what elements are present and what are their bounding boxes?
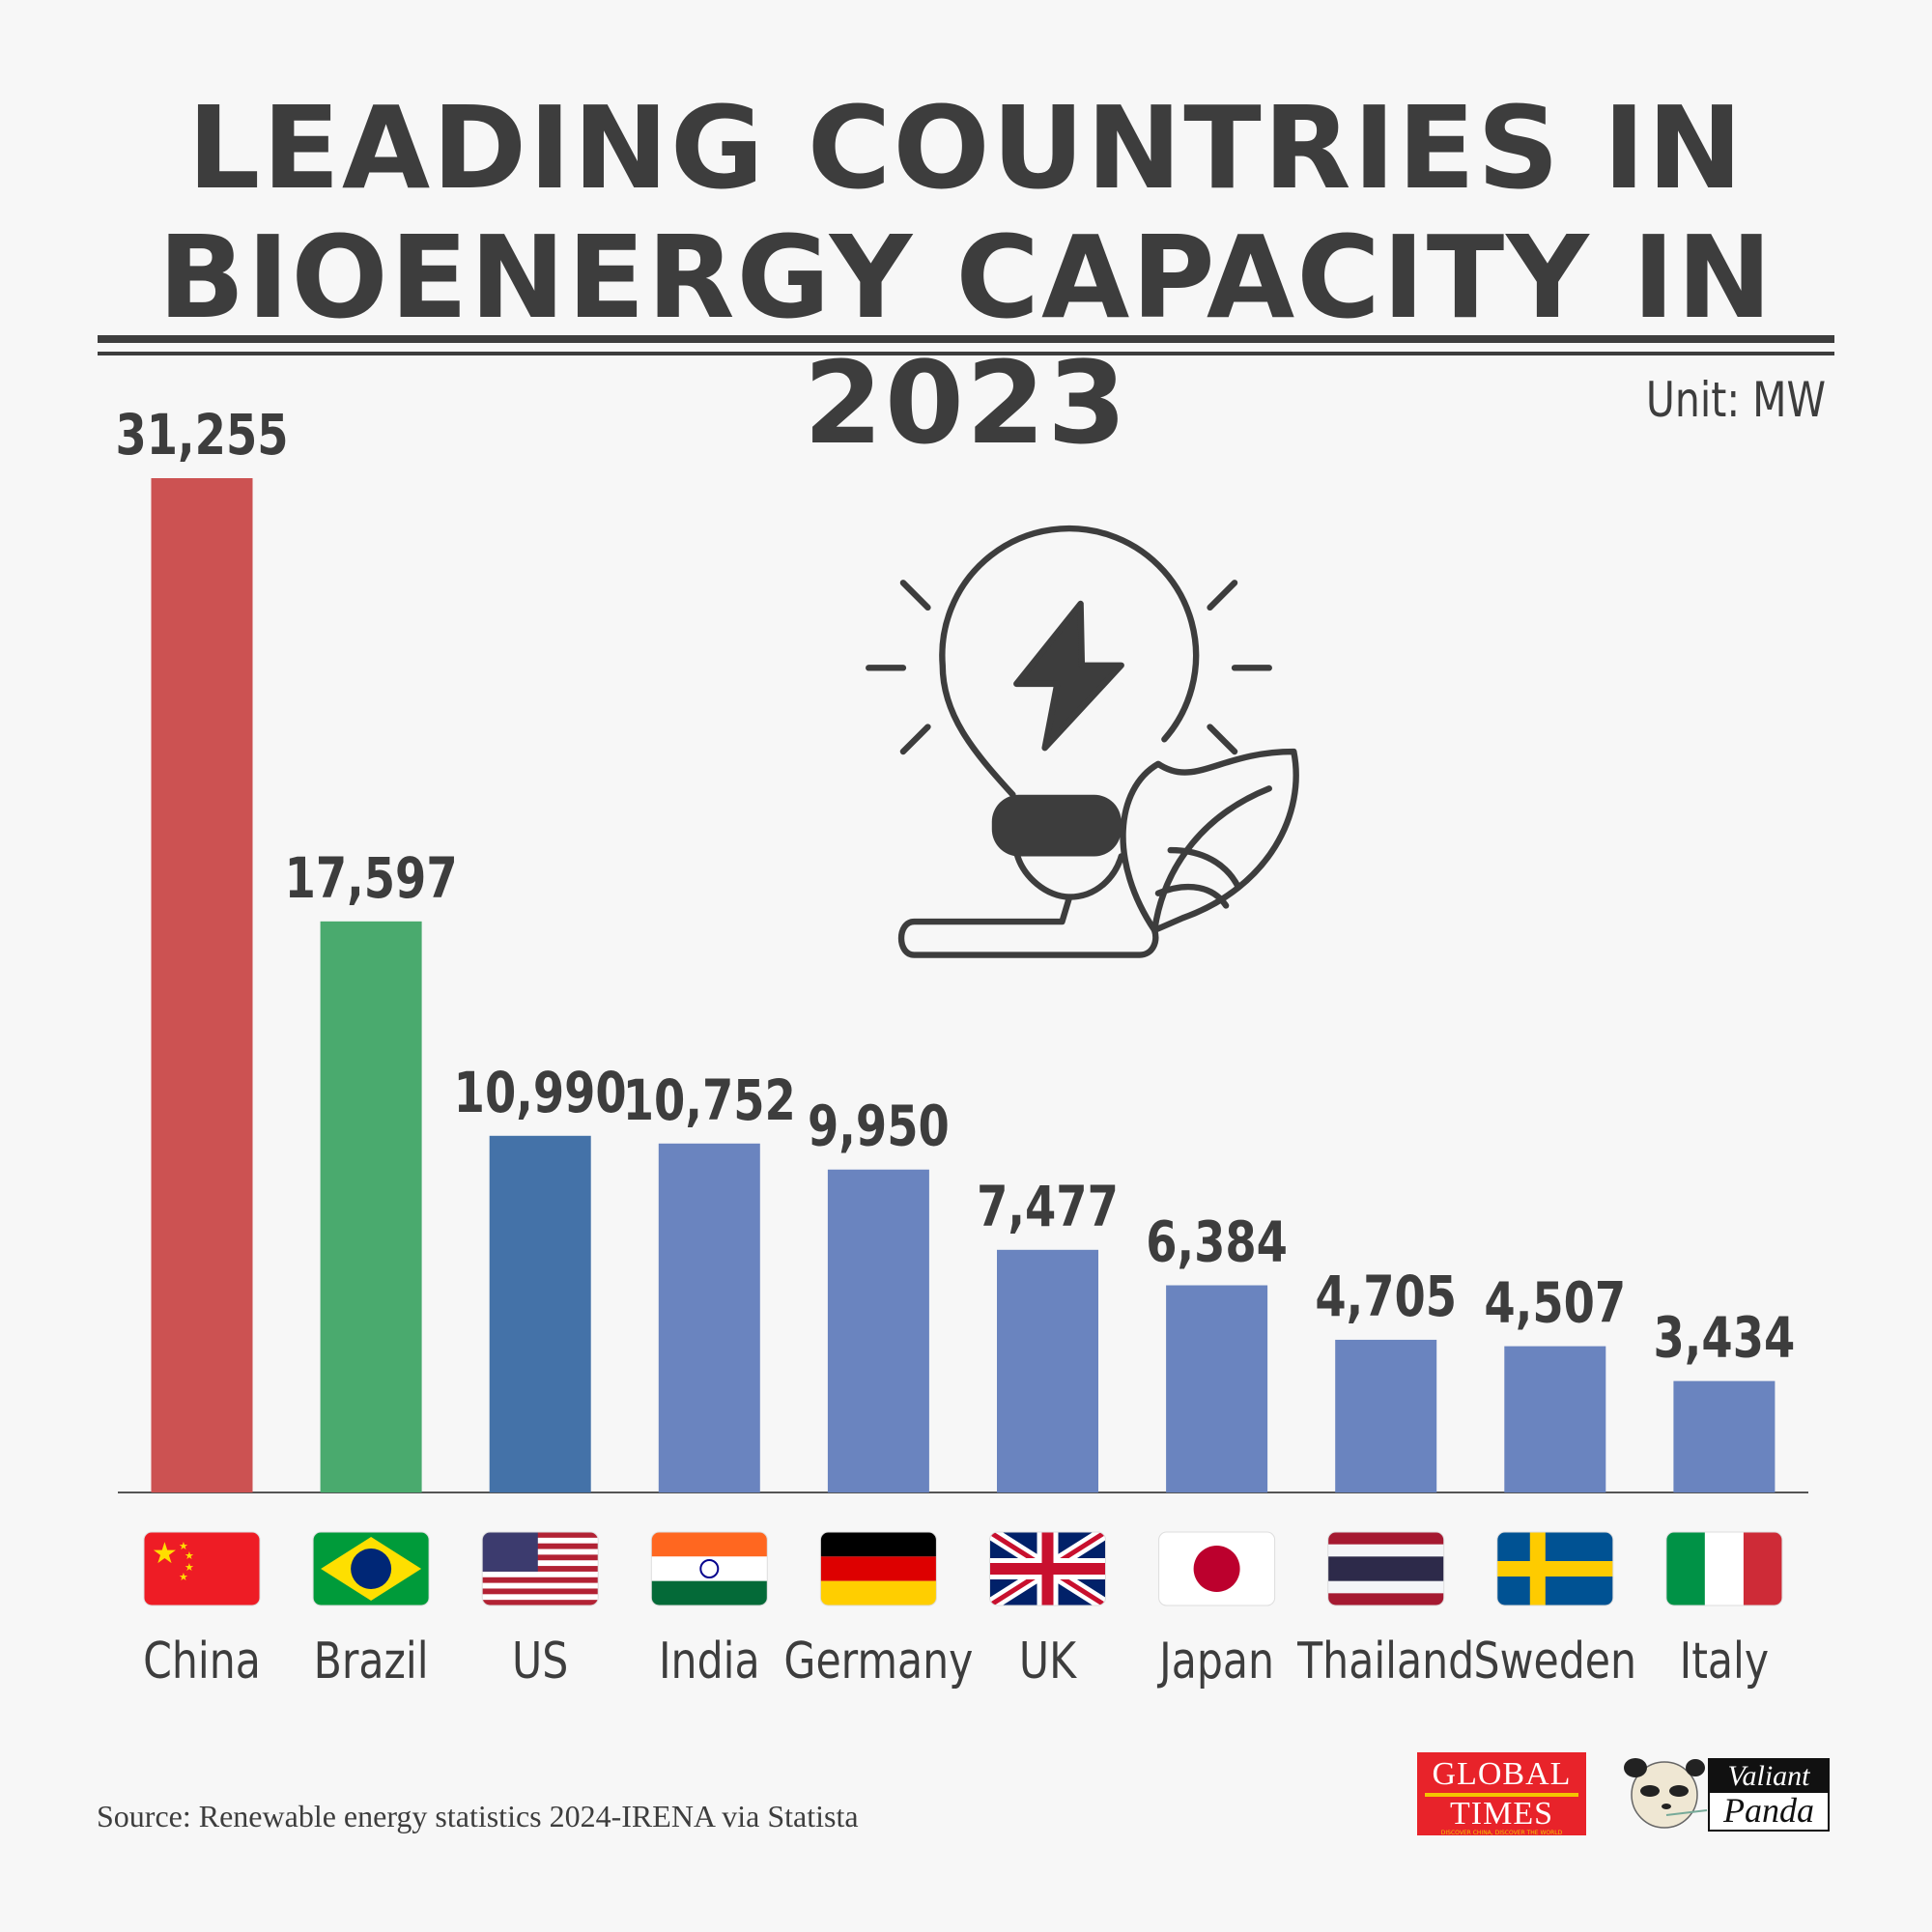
bar-italy bbox=[1673, 1380, 1776, 1492]
brazil-flag bbox=[312, 1531, 430, 1606]
value-label: 3,434 bbox=[1654, 1306, 1796, 1371]
value-label: 10,990 bbox=[454, 1061, 627, 1125]
source-note: Source: Renewable energy statistics 2024… bbox=[97, 1799, 859, 1833]
logo-text: GLOBAL bbox=[1432, 1756, 1572, 1792]
value-label: 9,950 bbox=[808, 1094, 950, 1159]
category-label: UK bbox=[1019, 1633, 1078, 1690]
value-label: 4,705 bbox=[1315, 1264, 1457, 1329]
logo-text: Valiant bbox=[1710, 1760, 1828, 1793]
category-label: Japan bbox=[1156, 1633, 1274, 1690]
japan-flag bbox=[1158, 1531, 1276, 1606]
bar-thailand bbox=[1335, 1339, 1437, 1492]
uk-flag bbox=[989, 1531, 1106, 1606]
china-flag: ★ ★★★★ bbox=[143, 1531, 261, 1606]
bar-germany bbox=[827, 1169, 929, 1492]
svg-text:★: ★ bbox=[185, 1561, 194, 1574]
category-label: Thailand bbox=[1296, 1633, 1474, 1690]
svg-text:★: ★ bbox=[152, 1537, 178, 1571]
category-label: US bbox=[512, 1633, 568, 1690]
value-label: 4,507 bbox=[1484, 1271, 1626, 1336]
title-rule-thin bbox=[98, 352, 1834, 355]
logo-stripe bbox=[1425, 1793, 1578, 1797]
title-rule-thick bbox=[98, 335, 1834, 343]
bar-china bbox=[151, 478, 253, 1492]
lightbulb-leaf-icon bbox=[866, 525, 1299, 958]
india-flag bbox=[650, 1531, 768, 1606]
bar-us bbox=[489, 1135, 591, 1492]
category-label: Brazil bbox=[314, 1633, 429, 1690]
category-label: Sweden bbox=[1474, 1633, 1636, 1690]
valiant-panda-wordmark: Valiant Panda bbox=[1708, 1758, 1830, 1832]
bar-brazil bbox=[320, 921, 422, 1492]
bar-uk bbox=[997, 1249, 1098, 1492]
title-line-1: LEADING COUNTRIES IN bbox=[187, 81, 1745, 214]
svg-text:★: ★ bbox=[179, 1540, 188, 1552]
title-line-2: BIOENERGY CAPACITY IN 2023 bbox=[157, 211, 1775, 469]
category-label: Germany bbox=[783, 1633, 973, 1690]
value-label: 7,477 bbox=[977, 1175, 1119, 1239]
logo-tagline: DISCOVER CHINA, DISCOVER THE WORLD bbox=[1440, 1830, 1563, 1836]
italy-flag bbox=[1665, 1531, 1783, 1606]
global-times-logo: GLOBAL TIMES DISCOVER CHINA, DISCOVER TH… bbox=[1417, 1752, 1586, 1836]
sweden-flag bbox=[1496, 1531, 1614, 1606]
value-label: 17,597 bbox=[285, 846, 458, 911]
value-label: 6,384 bbox=[1146, 1210, 1288, 1275]
us-flag bbox=[481, 1531, 599, 1606]
germany-flag bbox=[819, 1531, 937, 1606]
svg-text:★: ★ bbox=[185, 1549, 194, 1562]
valiant-panda-logo: Valiant Panda bbox=[1618, 1752, 1831, 1832]
bar-sweden bbox=[1504, 1346, 1606, 1492]
bar-india bbox=[658, 1143, 760, 1492]
thailand-flag bbox=[1327, 1531, 1445, 1606]
value-label: 10,752 bbox=[623, 1068, 796, 1133]
category-label: India bbox=[659, 1633, 760, 1690]
bar-japan bbox=[1166, 1285, 1268, 1492]
logo-text: Panda bbox=[1723, 1791, 1814, 1830]
category-label: China bbox=[143, 1633, 261, 1690]
unit-label: Unit: MW bbox=[1645, 372, 1826, 428]
value-label: 31,255 bbox=[115, 403, 288, 468]
logo-text: TIMES bbox=[1450, 1796, 1553, 1832]
svg-text:★: ★ bbox=[179, 1571, 188, 1583]
panda-icon bbox=[1624, 1758, 1708, 1829]
category-label: Italy bbox=[1680, 1633, 1770, 1690]
